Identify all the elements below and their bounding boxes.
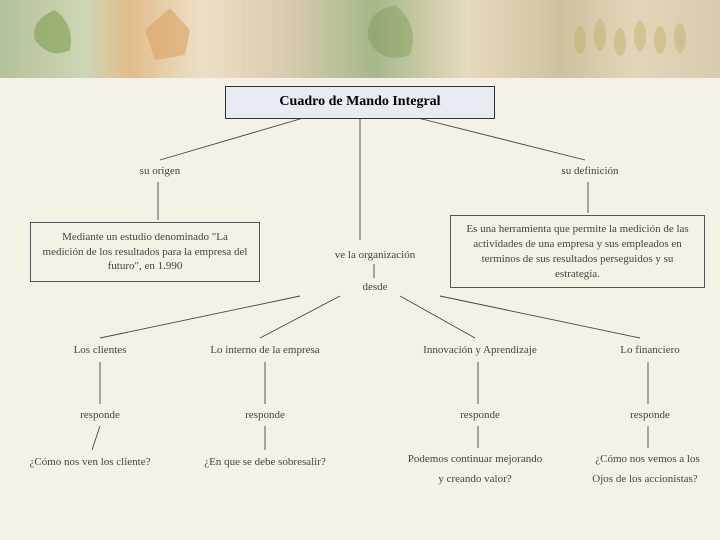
node-origen_box: Mediante un estudio denominado "La medic… xyxy=(30,222,260,282)
node-root: Cuadro de Mando Integral xyxy=(225,86,495,119)
node-ve_org: ve la organización xyxy=(310,248,440,264)
node-resp4: responde xyxy=(610,408,690,424)
node-q4b: Ojos de los accionistas? xyxy=(570,472,720,488)
node-resp3: responde xyxy=(440,408,520,424)
node-innov: Innovación y Aprendizaje xyxy=(390,343,570,361)
plant-icon xyxy=(560,0,700,78)
leaf-icon xyxy=(350,0,440,78)
node-interno: Lo interno de la empresa xyxy=(180,343,350,361)
edge xyxy=(440,296,640,338)
node-origen: su origen xyxy=(115,164,205,182)
node-q2: ¿En que se debe sobresalir? xyxy=(175,455,355,473)
node-finan: Lo financiero xyxy=(600,343,700,361)
node-resp1: responde xyxy=(60,408,140,424)
edge xyxy=(410,116,585,160)
node-resp2: responde xyxy=(225,408,305,424)
node-q3a: Podemos continuar mejorando xyxy=(375,452,575,468)
edge xyxy=(92,426,100,450)
edge xyxy=(160,116,310,160)
node-definicion: su definición xyxy=(540,164,640,182)
edge xyxy=(100,296,300,338)
node-q3b: y creando valor? xyxy=(415,472,535,488)
node-q4a: ¿Cómo nos vemos a los xyxy=(575,452,720,468)
leaf-icon xyxy=(130,0,210,78)
edge xyxy=(260,296,340,338)
node-q1: ¿Cómo nos ven los cliente? xyxy=(5,455,175,473)
edge xyxy=(400,296,475,338)
node-def_box: Es una herramienta que permite la medici… xyxy=(450,215,705,288)
node-clientes: Los clientes xyxy=(50,343,150,361)
leaf-icon xyxy=(20,5,90,75)
node-desde: desde xyxy=(350,280,400,295)
